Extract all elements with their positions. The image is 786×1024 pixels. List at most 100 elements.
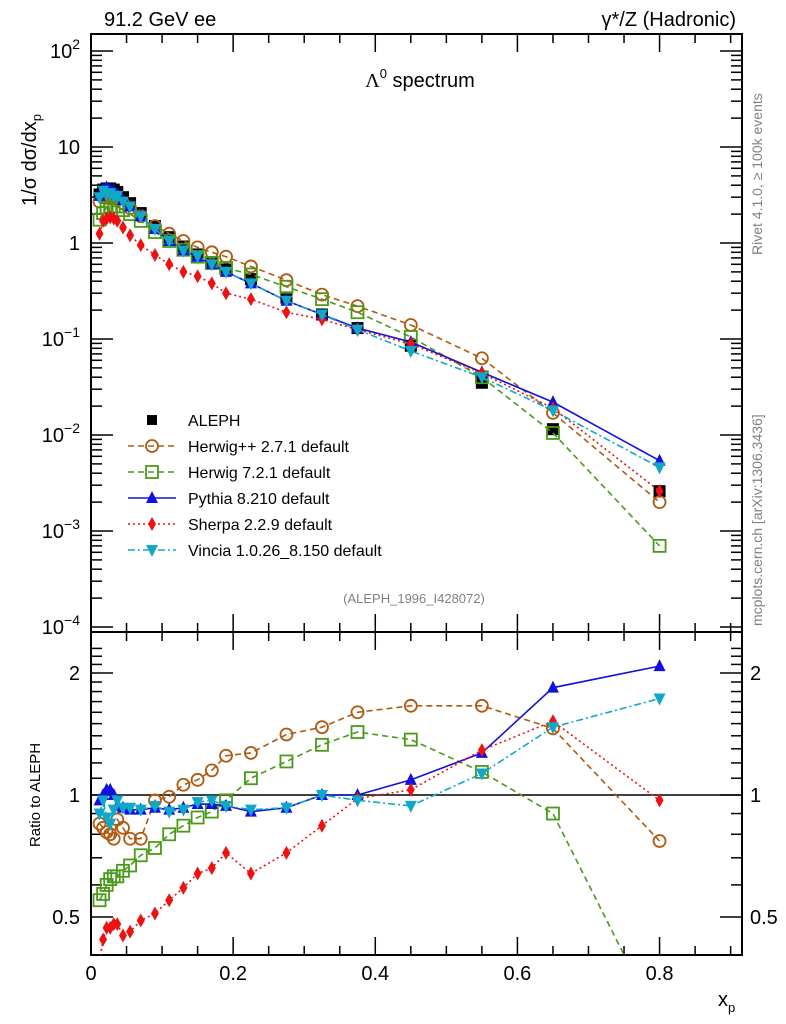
data-point [219, 748, 233, 763]
y-tick-label: 1 [69, 233, 80, 255]
data-point [244, 746, 258, 760]
data-point [150, 247, 159, 262]
ratio-y-tick-label-right: 1 [750, 785, 761, 807]
data-point [546, 426, 560, 440]
main-x-ticks [90, 34, 732, 632]
data-point [163, 806, 176, 819]
header-left: 91.2 GeV ee [104, 9, 216, 31]
data-point [350, 705, 365, 720]
data-point [474, 698, 489, 713]
legend-label: ALEPH [188, 413, 240, 430]
mcplots-label: mcplots.cern.ch [arXiv:1306.3436] [749, 414, 765, 626]
data-point [179, 264, 188, 279]
data-point [124, 802, 137, 815]
data-point [475, 768, 488, 781]
series-vincia-1-0-26-8-150-default [93, 693, 666, 831]
data-point [220, 266, 233, 279]
data-point [118, 220, 127, 235]
x-tick-label: 0.8 [646, 963, 674, 985]
data-point [655, 793, 664, 808]
data-point [653, 693, 666, 706]
series-herwig-7-2-1-default [92, 725, 626, 955]
legend-label: Vincia 1.0.26_8.150 default [188, 543, 382, 560]
legend-marker [146, 491, 158, 503]
data-point [163, 235, 176, 248]
legend-marker [148, 517, 156, 531]
legend-label: Herwig++ 2.7.1 default [188, 439, 350, 456]
data-point [113, 213, 122, 228]
x-tick-labels: 0 0.2 0.4 0.6 0.8 [85, 963, 673, 985]
series-line [98, 216, 661, 492]
data-point [93, 808, 106, 821]
series-herwig-2-7-1-default [92, 698, 667, 848]
data-point [124, 201, 137, 214]
data-point [136, 913, 145, 928]
data-point [193, 269, 202, 284]
legend-entry: Vincia 1.0.26_8.150 default [128, 543, 382, 560]
data-point [100, 812, 113, 825]
legend-marker [146, 545, 158, 557]
series-sherpa-2-2-9-default [95, 210, 664, 499]
series-line [98, 186, 660, 462]
data-point [655, 484, 664, 499]
data-point [148, 800, 161, 813]
data-point [315, 292, 329, 307]
ratio-y-tick-label: 2 [69, 663, 80, 685]
data-point [406, 782, 415, 797]
y-tick-label: 10−1 [42, 324, 80, 351]
ratio-series-group [92, 659, 667, 955]
data-point [123, 831, 137, 846]
y-tick-label: 10 [58, 137, 80, 159]
legend-marker [145, 465, 159, 479]
data-point [106, 831, 121, 846]
data-point [191, 251, 204, 264]
data-point [107, 804, 120, 817]
y-tick-label: 10−2 [42, 420, 80, 447]
data-point [404, 800, 417, 813]
main-y-axis-label: 1/σ dσ/dxp [19, 114, 44, 206]
data-point [126, 228, 135, 243]
data-point [280, 802, 293, 815]
data-point [133, 831, 148, 846]
data-point [546, 806, 560, 821]
legend: ALEPH Herwig++ 2.7.1 default Herwig 7.2.1 … [128, 413, 382, 560]
data-point [351, 324, 364, 337]
data-point [279, 279, 294, 294]
legend-entry: Pythia 8.210 default [128, 491, 330, 508]
data-point [351, 795, 364, 808]
series-line [98, 704, 661, 842]
data-point [244, 259, 258, 274]
data-point [165, 257, 174, 272]
legend-label: Herwig 7.2.1 default [188, 465, 331, 482]
y-tick-label: 10−3 [42, 516, 80, 543]
data-point [244, 771, 258, 786]
data-point [315, 737, 329, 752]
data-point [474, 351, 489, 366]
series-sherpa-2-2-9-default [99, 714, 664, 955]
data-point [282, 845, 291, 860]
data-point [177, 245, 190, 258]
main-title: Λ0 spectrum [365, 66, 475, 92]
data-point [134, 211, 147, 224]
data-point [148, 841, 162, 855]
data-point [546, 395, 559, 408]
data-point [104, 818, 117, 831]
main-series-group [92, 180, 667, 553]
data-point [150, 906, 159, 921]
data-point [653, 462, 666, 475]
data-point [207, 276, 216, 291]
ratio-y-tick-label: 1 [69, 785, 80, 807]
data-point [403, 698, 418, 713]
data-point [652, 834, 667, 848]
data-point [404, 345, 417, 358]
data-point [220, 800, 233, 813]
data-point [95, 226, 104, 241]
data-point [177, 804, 190, 817]
data-point [123, 858, 137, 873]
data-point [99, 932, 108, 947]
data-point [246, 292, 255, 307]
data-point [113, 917, 122, 932]
ratio-y-axis-label: Ratio to ALEPH [27, 743, 44, 847]
data-point [96, 887, 110, 901]
